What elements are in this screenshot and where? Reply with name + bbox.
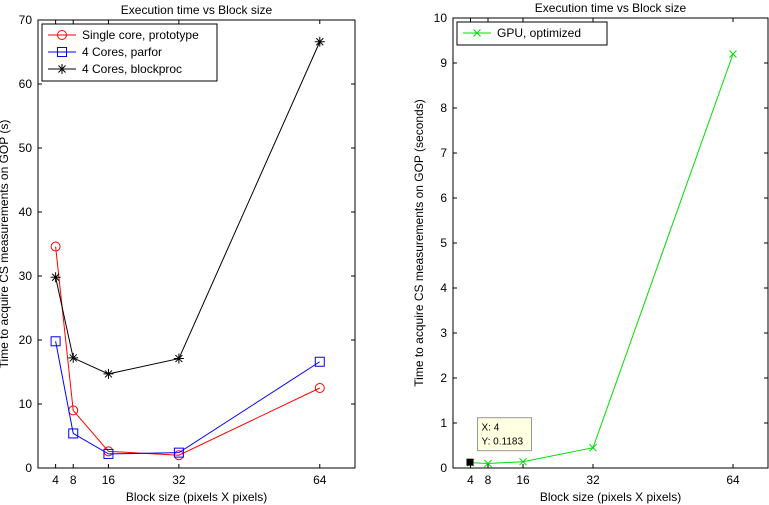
x-tick-label: 16 [516,473,530,487]
x-tick-label: 4 [467,473,474,487]
y-tick-label: 8 [440,101,447,115]
data-point [68,428,79,439]
data-point [589,443,597,452]
y-tick-label: 4 [440,281,447,295]
datatip-y-text: Y: 0.1183 [482,437,524,448]
legend-swatch-marker [57,47,67,57]
y-tick-label: 1 [440,416,447,430]
data-point [103,368,114,379]
series-line [55,246,320,456]
x-tick-label: 8 [485,473,492,487]
datatip-marker [466,458,474,466]
y-tick-label: 0 [440,461,447,475]
x-tick-label: 32 [172,473,186,487]
data-point [314,36,325,47]
datatip-box [477,417,532,452]
x-tick-label: 64 [726,473,740,487]
legend-label: GPU, optimized [497,26,581,40]
datatip-x-text: X: 4 [482,423,500,434]
y-tick-label: 30 [19,269,33,283]
legend-label: Single core, prototype [82,28,199,42]
y-tick-label: 10 [434,11,448,25]
data-point [173,447,184,458]
legend-swatch-marker [57,64,67,74]
data-point [50,272,61,283]
y-tick-label: 5 [440,236,447,250]
legend-label: 4 Cores, parfor [82,45,162,59]
y-tick-label: 0 [25,461,32,475]
y-tick-label: 40 [19,205,33,219]
data-point [103,448,114,459]
legend-swatch-marker [473,29,481,37]
data-point [173,353,184,364]
data-point [50,336,61,347]
y-tick-label: 7 [440,146,447,160]
y-tick-label: 10 [19,397,33,411]
chart-title: Execution time vs Block size [121,3,273,17]
y-tick-label: 20 [19,333,33,347]
x-tick-label: 16 [102,473,116,487]
data-point [314,383,325,393]
x-axis-label: Block size (pixels X pixels) [540,490,681,504]
data-point [519,457,527,466]
y-tick-label: 2 [440,371,447,385]
y-tick-label: 60 [19,77,33,91]
plot-area [452,17,769,469]
y-tick-label: 9 [440,56,447,70]
data-point [68,352,79,363]
x-axis-label: Block size (pixels X pixels) [126,490,267,504]
chart-left-execution-time: Execution time vs Block size 4 8 16 32 64 0 10 2… [0,3,356,504]
y-tick-label: 70 [19,13,33,27]
y-tick-label: 3 [440,326,447,340]
data-point [729,50,737,58]
legend-swatch-marker [57,30,67,40]
data-point [314,356,325,367]
plot-area [37,19,356,469]
y-tick-label: 6 [440,191,447,205]
x-tick-label: 8 [70,473,77,487]
y-tick-label: 50 [19,141,33,155]
y-axis-label: Time to acquire CS measurements on GOP (… [0,120,11,369]
x-tick-label: 4 [52,473,59,487]
chart-title: Execution time vs Block size [535,1,687,15]
legend-label: 4 Cores, blockproc [82,62,182,76]
x-tick-label: 64 [313,473,327,487]
y-axis-label: Time to acquire CS measurements on GOP (… [412,99,426,386]
data-point [484,459,492,468]
x-tick-label: 32 [586,473,600,487]
data-point [50,241,61,252]
series-line [55,341,321,455]
legend-box [456,21,608,46]
